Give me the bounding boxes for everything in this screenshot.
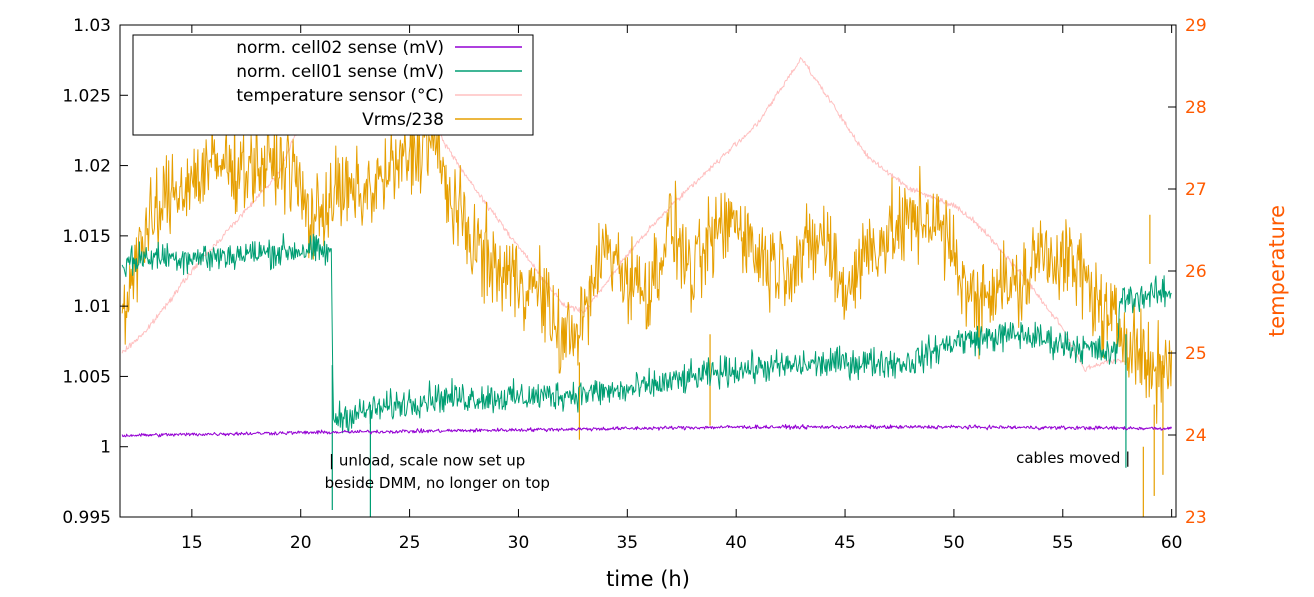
x-tick-label: 60 [1161,533,1183,553]
annotation-text: cables moved | [1016,449,1130,467]
x-tick-label: 50 [943,533,965,553]
x-axis-label: time (h) [606,567,690,591]
x-tick-label: 40 [725,533,747,553]
x-tick-label: 45 [834,533,856,553]
right-axis-label: temperature [1265,205,1289,337]
series-line [121,110,1173,424]
series-1-group [121,233,1172,517]
y-right-tick-label: 28 [1185,98,1207,118]
y-left-tick-label: 1.01 [73,297,111,317]
y-left-tick-label: 1.02 [73,157,111,177]
legend-label: norm. cell01 sense (mV) [236,62,444,82]
annotation-text: beside DMM, no longer on top [325,474,550,492]
x-tick-label: 20 [290,533,312,553]
y-right-tick-label: 29 [1185,16,1207,36]
series-line [121,424,1173,438]
y-left-tick-label: 1.03 [73,16,111,36]
series-3-group [121,110,1173,517]
legend: norm. cell02 sense (mV) norm. cell01 sens… [132,34,534,136]
x-tick-label: 30 [508,533,530,553]
y-right-tick-label: 25 [1185,344,1207,364]
series-line [121,233,1172,434]
x-tick-label: 25 [399,533,421,553]
y-left-tick-label: 0.995 [62,508,111,528]
legend-label: norm. cell02 sense (mV) [236,38,444,58]
y-left-tick-label: 1.025 [62,86,111,106]
x-tick-label: 55 [1052,533,1074,553]
series-0-group [121,424,1173,438]
y-right-tick-label: 24 [1185,426,1207,446]
annotations: | unload, scale now set up beside DMM, no… [325,449,1131,492]
y-right-tick-label: 23 [1185,508,1207,528]
annotation-text: | unload, scale now set up [329,452,525,470]
y-left-tick-label: 1 [100,438,111,458]
axis-ticks: 15 20 25 30 35 40 45 50 55 60 0.995 1 1.005 1.01 1.015… [62,16,1206,553]
legend-label: Vrms/238 [362,110,444,130]
y-left-tick-label: 1.015 [62,227,111,247]
y-right-tick-label: 26 [1185,262,1207,282]
legend-label: temperature sensor (°C) [236,86,444,106]
y-left-tick-label: 1.005 [62,367,111,387]
x-tick-label: 35 [616,533,638,553]
y-right-tick-label: 27 [1185,180,1207,200]
series-traces [121,48,1173,517]
x-tick-label: 15 [181,533,203,553]
